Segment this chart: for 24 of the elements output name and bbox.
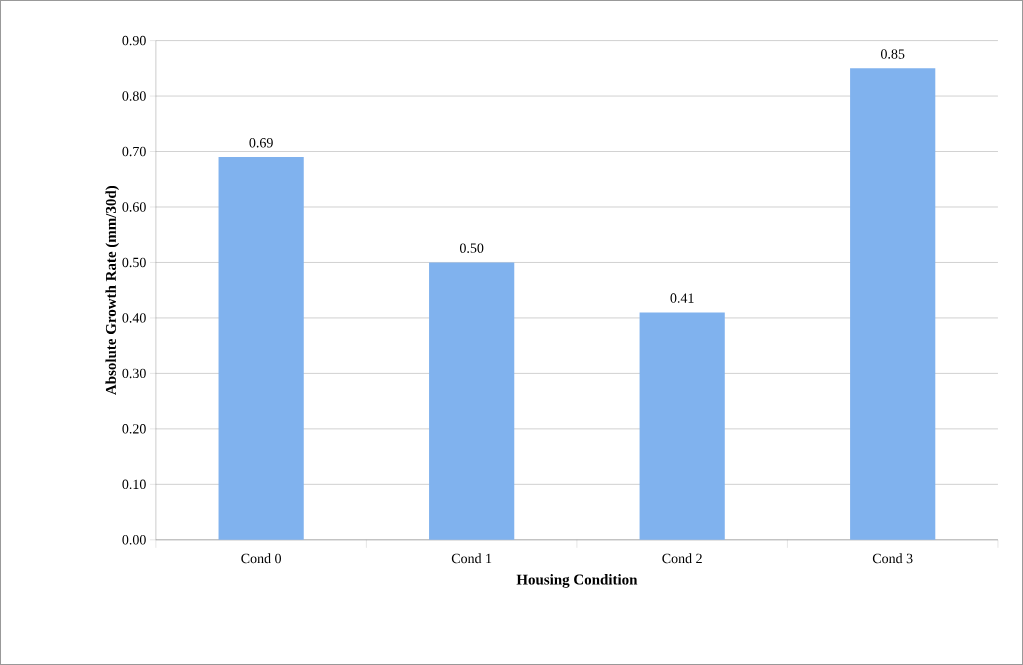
- data-label: 0.69: [249, 137, 273, 148]
- y-tick-label: 0.50: [122, 257, 146, 268]
- data-label: 0.50: [459, 243, 484, 253]
- x-tick-label: Cond 2: [662, 553, 702, 564]
- bar: [218, 157, 304, 540]
- x-tick-label: Cond 3: [872, 553, 913, 564]
- y-tick-label: 0.60: [122, 202, 146, 212]
- y-tick-label: 0.90: [122, 35, 146, 46]
- bar: [850, 68, 936, 540]
- x-axis-title: Housing Condition: [516, 574, 638, 588]
- y-tick-label: 0.00: [122, 535, 146, 545]
- y-tick-label: 0.30: [122, 368, 146, 379]
- y-axis-title: Absolute Growth Rate (mm/30d): [105, 185, 120, 395]
- data-label: 0.41: [670, 293, 694, 303]
- y-tick-label: 0.10: [122, 479, 146, 490]
- y-tick-label: 0.70: [122, 146, 146, 157]
- data-label: 0.85: [880, 49, 905, 59]
- x-tick-label: Cond 0: [241, 553, 281, 564]
- bar: [639, 312, 725, 540]
- x-tick-label: Cond 1: [451, 553, 492, 564]
- y-tick-label: 0.40: [122, 313, 146, 323]
- bar: [429, 262, 515, 540]
- y-tick-label: 0.20: [122, 424, 146, 434]
- y-tick-label: 0.80: [122, 91, 146, 101]
